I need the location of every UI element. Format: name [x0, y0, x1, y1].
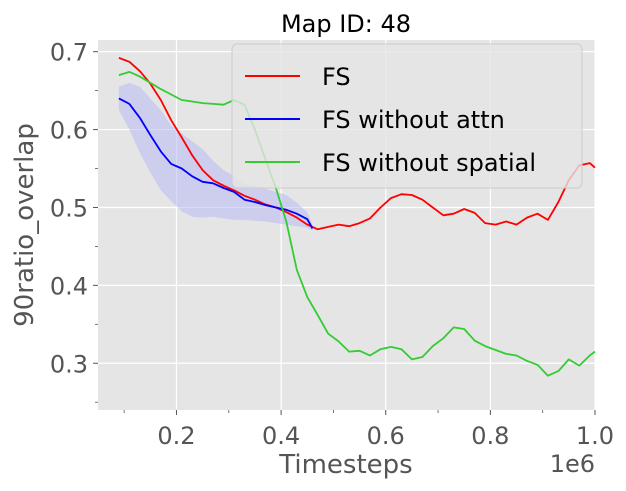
- x-axis-offset-label: 1e6: [550, 450, 595, 478]
- axis-ticks: 0.2 0.4 0.6 0.8 1.0 0.3 0.4 0.5 0.6 0.7: [50, 39, 614, 450]
- legend-box: [231, 43, 583, 189]
- y-tick-label: 0.5: [50, 194, 88, 222]
- y-tick-label: 0.4: [50, 272, 88, 300]
- series-line: [118, 97, 314, 229]
- series-lines-layer: [118, 57, 596, 377]
- chart-title: Map ID: 48: [281, 10, 411, 38]
- confidence-band: [118, 82, 313, 231]
- x-axis-title: Timesteps: [278, 450, 412, 480]
- y-tick-label: 0.3: [50, 350, 88, 378]
- legend-label: FS without attn: [322, 106, 505, 134]
- series-line: [118, 57, 596, 231]
- y-axis-title: 90ratio_overlap: [10, 123, 40, 327]
- x-tick-label: 0.4: [262, 422, 300, 450]
- y-tick-label: 0.6: [50, 117, 88, 145]
- confidence-band-layer: [118, 82, 313, 231]
- series-line: [118, 71, 596, 377]
- x-tick-label: 1.0: [576, 422, 614, 450]
- legend-label: FS without spatial: [322, 149, 536, 177]
- legend: FS FS without attn FS without spatial: [231, 43, 583, 189]
- x-tick-label: 0.2: [157, 422, 195, 450]
- x-tick-label: 0.6: [367, 422, 405, 450]
- x-tick-label: 0.8: [471, 422, 509, 450]
- legend-label: FS: [322, 63, 351, 91]
- y-tick-label: 0.7: [50, 39, 88, 67]
